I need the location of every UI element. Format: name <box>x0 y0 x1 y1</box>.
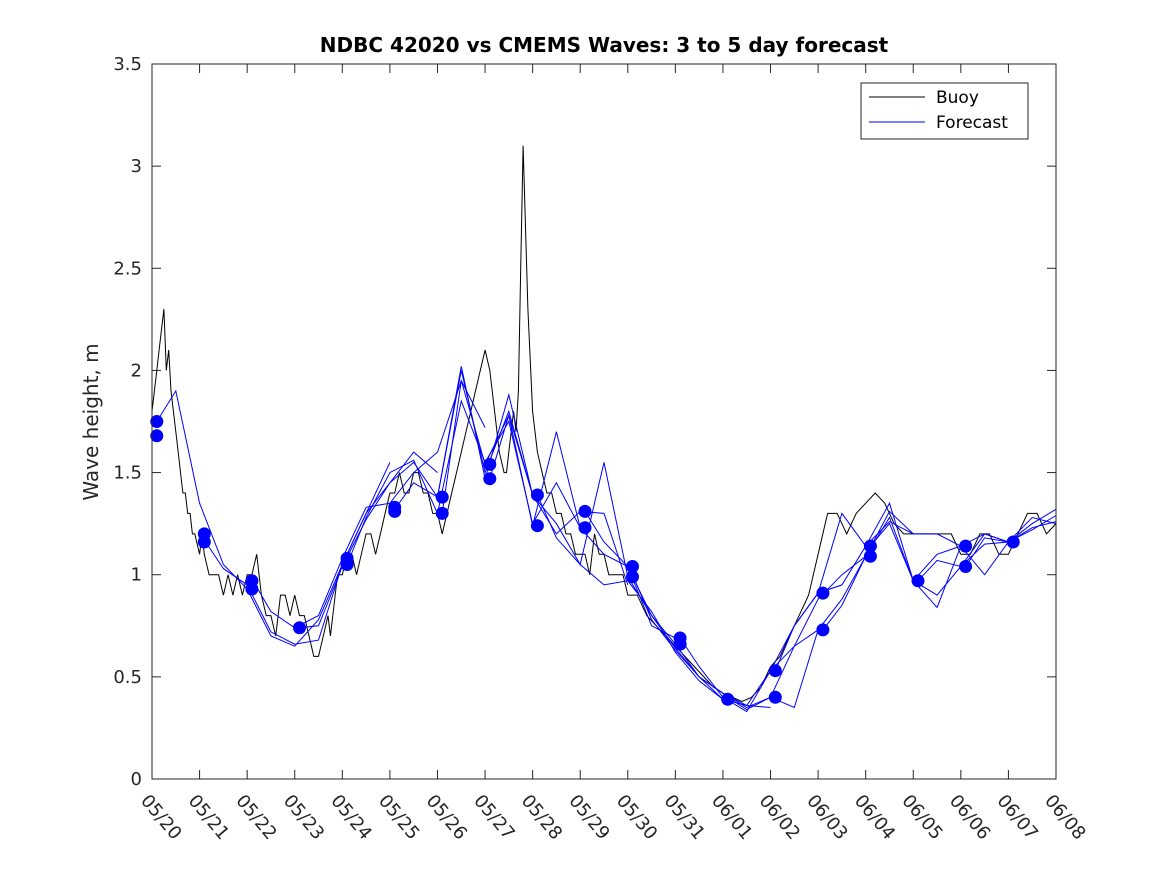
chart-title: NDBC 42020 vs CMEMS Waves: 3 to 5 day fo… <box>320 33 889 57</box>
forecast-marker-33 <box>959 560 973 573</box>
forecast-marker-23 <box>673 637 687 651</box>
forecast-marker-26 <box>768 690 782 704</box>
y-tick-label-3: 1.5 <box>113 463 142 484</box>
forecast-marker-31 <box>911 574 925 588</box>
axes-box <box>151 63 1057 780</box>
y-tick-label-7: 3.5 <box>113 54 142 75</box>
series-forecast-line-2 <box>203 451 438 645</box>
forecast-marker-29 <box>863 539 877 553</box>
plot-area <box>150 145 1057 713</box>
forecast-marker-9 <box>340 558 354 571</box>
forecast-marker-30 <box>863 549 877 563</box>
series-forecast-line-3 <box>251 379 486 629</box>
y-axis-label: Wave height, m <box>79 343 103 500</box>
y-tick-label-0: 0 <box>131 769 142 790</box>
forecast-marker-17 <box>530 519 544 533</box>
forecast-marker-24 <box>721 692 735 706</box>
y-tick-label-1: 0.5 <box>113 667 142 688</box>
series-forecast-line-7 <box>441 380 676 639</box>
y-tick-label-6: 3 <box>131 156 142 177</box>
forecast-marker-11 <box>388 504 402 518</box>
forecast-marker-21 <box>626 570 639 584</box>
series-forecast-line-17 <box>917 516 1057 582</box>
legend-forecast-label: Forecast <box>936 113 1008 133</box>
forecast-marker-7 <box>293 621 306 635</box>
forecast-marker-34 <box>1006 535 1020 549</box>
forecast-marker-16 <box>530 488 544 502</box>
forecast-marker-15 <box>483 472 497 486</box>
series-forecast-line-11 <box>632 556 867 709</box>
forecast-marker-4 <box>197 535 211 549</box>
y-tick-label-5: 2.5 <box>113 258 142 279</box>
forecast-marker-32 <box>959 539 973 553</box>
series-forecast-line-8 <box>489 413 724 700</box>
forecast-marker-20 <box>626 560 639 573</box>
forecast-marker-1 <box>150 415 164 428</box>
forecast-marker-6 <box>245 582 259 596</box>
forecast-marker-19 <box>578 521 592 535</box>
forecast-marker-14 <box>483 457 497 471</box>
series-buoy-line <box>151 145 1057 702</box>
series-forecast-line-15 <box>822 508 1057 631</box>
y-tick-label-4: 2 <box>131 360 142 381</box>
legend-box <box>860 82 1029 140</box>
legend: Buoy Forecast <box>860 82 1029 140</box>
forecast-marker-18 <box>578 504 592 518</box>
series-forecast-line-13 <box>727 510 962 711</box>
forecast-marker-25 <box>768 664 782 678</box>
y-tick-label-2: 1 <box>131 565 142 586</box>
forecast-marker-28 <box>816 623 830 637</box>
forecast-marker-2 <box>150 429 164 443</box>
forecast-marker-27 <box>816 586 830 600</box>
series-forecast-line-5 <box>346 399 581 565</box>
forecast-marker-13 <box>435 506 449 520</box>
legend-buoy-label: Buoy <box>936 88 979 108</box>
forecast-marker-12 <box>435 490 449 504</box>
